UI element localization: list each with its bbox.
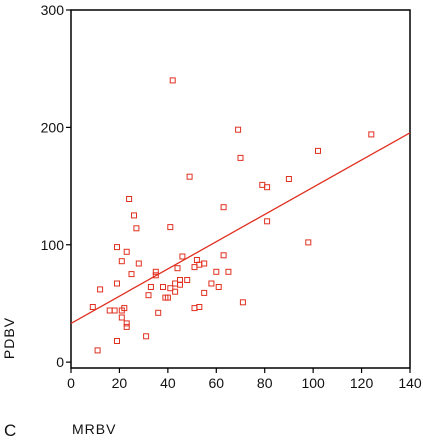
data-point-14: [123, 323, 130, 330]
data-point-47: [208, 280, 215, 287]
x-tick-label-40: 40: [160, 375, 176, 391]
y-tick-label-0: 0: [56, 354, 64, 370]
data-point-26: [160, 284, 166, 290]
data-point-40: [191, 305, 198, 312]
data-point-11: [121, 305, 128, 312]
x-tick-label-140: 140: [398, 375, 422, 391]
x-axis-title: MRBV: [72, 421, 116, 437]
data-point-30: [167, 224, 174, 231]
data-point-61: [315, 147, 321, 154]
data-point-18: [133, 225, 140, 232]
data-point-2: [97, 286, 104, 293]
data-point-25: [155, 309, 162, 316]
data-point-0: [89, 304, 96, 310]
data-point-6: [114, 280, 120, 287]
data-point-49: [215, 284, 222, 290]
data-point-28: [164, 294, 171, 301]
data-point-39: [186, 173, 193, 180]
x-tick-label-80: 80: [257, 375, 273, 391]
data-point-20: [143, 333, 150, 340]
data-point-57: [264, 184, 271, 191]
data-point-34: [174, 265, 181, 272]
data-point-4: [111, 307, 118, 314]
data-point-50: [220, 252, 227, 259]
data-point-19: [135, 260, 142, 267]
data-point-12: [123, 248, 130, 255]
data-point-24: [152, 272, 159, 279]
data-point-36: [177, 281, 183, 288]
data-point-3: [106, 307, 113, 314]
x-tick-label-60: 60: [208, 375, 224, 391]
data-point-15: [126, 196, 133, 202]
data-point-45: [201, 260, 208, 267]
data-point-23: [152, 268, 159, 275]
y-tick-label-100: 100: [41, 237, 65, 253]
data-point-29: [167, 285, 174, 292]
data-point-54: [237, 154, 244, 161]
data-point-51: [220, 204, 227, 211]
data-point-55: [239, 299, 246, 306]
data-point-41: [191, 264, 198, 271]
data-point-44: [196, 304, 203, 310]
data-point-46: [201, 289, 208, 296]
y-tick-label-300: 300: [41, 2, 65, 18]
data-point-5: [114, 338, 120, 344]
data-point-16: [128, 271, 135, 278]
data-point-60: [305, 239, 312, 246]
data-point-38: [184, 277, 191, 283]
data-point-21: [145, 292, 152, 299]
x-tick-label-120: 120: [350, 375, 374, 391]
data-point-13: [123, 320, 130, 327]
y-axis-title: PDBV: [1, 317, 17, 359]
data-point-7: [114, 244, 120, 251]
plot-marks: [70, 9, 411, 369]
data-point-9: [118, 314, 125, 321]
data-point-59: [285, 176, 292, 182]
regression-line: [70, 132, 411, 324]
data-point-48: [213, 268, 220, 275]
x-tick-label-20: 20: [112, 375, 128, 391]
x-tick-label-0: 0: [67, 375, 75, 391]
data-point-31: [169, 77, 176, 84]
panel-label: C: [4, 421, 16, 440]
data-point-52: [225, 268, 232, 275]
x-tick-label-100: 100: [301, 375, 325, 391]
y-tick-label-200: 200: [41, 119, 65, 135]
axis-ticks: 0 20 40 60 80 100 120 140 0 100 200 300: [41, 2, 422, 391]
data-point-58: [264, 218, 271, 225]
data-point-1: [94, 347, 101, 354]
data-point-33: [172, 280, 179, 287]
data-point-53: [235, 126, 242, 133]
data-point-17: [131, 212, 137, 219]
data-point-32: [172, 288, 179, 295]
data-point-62: [368, 131, 375, 138]
data-point-37: [179, 253, 186, 260]
data-point-22: [147, 284, 154, 290]
data-point-10: [118, 258, 125, 265]
plot-frame: [70, 9, 411, 369]
data-point-56: [259, 181, 266, 188]
